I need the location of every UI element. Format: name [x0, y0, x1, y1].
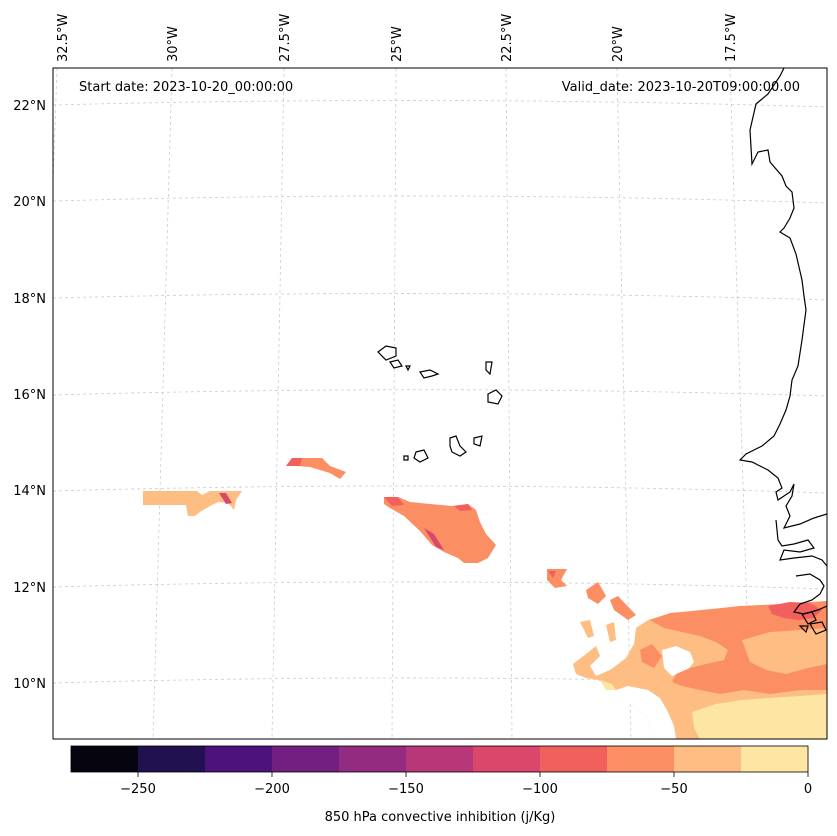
colorbar-tick-label: −150 [388, 782, 424, 797]
colorbar-segment [138, 746, 206, 772]
island-maio [473, 435, 483, 447]
colorbar-segment [674, 746, 742, 772]
island-sal [485, 361, 493, 376]
island-boa-vista [487, 389, 503, 405]
cin-patch-4 [580, 620, 594, 638]
cin-patch-2 [586, 582, 606, 604]
colorbar-segment [473, 746, 541, 772]
meridian-30w [152, 68, 173, 739]
colorbar-segment [741, 746, 809, 772]
lon-label-25w: 25°W [390, 26, 405, 62]
colorbar-ticks [137, 772, 809, 777]
cin-region-mid-north-core [286, 458, 302, 466]
lat-label-18n: 18°N [13, 292, 46, 307]
colorbar: −250 −200 −150 −100 −50 0 850 hPa convec… [70, 745, 812, 825]
island-santo-antao [377, 345, 397, 361]
cin-region-mid-north [286, 458, 346, 479]
cape-verde-islands [377, 345, 503, 463]
lat-label-10n: 10°N [13, 677, 46, 692]
colorbar-tick-label: −100 [522, 782, 558, 797]
meridian-22-5w [505, 68, 513, 739]
parallel-12n [53, 581, 827, 590]
cin-hole-1 [610, 686, 676, 739]
cin-patch-5 [606, 622, 616, 642]
island-santiago [449, 435, 467, 457]
cin-patch-7 [600, 680, 616, 690]
meridian-25w [391, 68, 397, 739]
lon-label-30w: 30°W [166, 26, 181, 62]
lon-label-20w: 20°W [611, 26, 626, 62]
island-santa-luzia [405, 365, 411, 372]
cin-patch-3 [610, 596, 636, 620]
colorbar-tick-label: −250 [120, 782, 156, 797]
cin-field [143, 458, 827, 739]
lat-label-20n: 20°N [13, 195, 46, 210]
colorbar-tick-label: −50 [660, 782, 687, 797]
cin-region-central-edge [384, 497, 404, 506]
lat-label-12n: 12°N [13, 581, 46, 596]
parallel-14n [53, 485, 827, 494]
cin-patch-1-core [548, 571, 556, 578]
lat-label-22n: 22°N [13, 99, 46, 114]
colorbar-segment [540, 746, 608, 772]
meridian-27-5w [271, 68, 285, 739]
coast-africa [738, 68, 827, 529]
meridian-20w [616, 68, 632, 739]
colorbar-segment [71, 746, 139, 772]
parallel-16n [53, 389, 827, 397]
island-sao-vicente [389, 359, 403, 369]
cin-patch-6 [640, 644, 662, 668]
colorbar-segment [205, 746, 273, 772]
cin-region-central-spot [454, 504, 472, 511]
cin-region-west [143, 491, 242, 516]
parallel-22n [53, 100, 827, 108]
lon-labels: 32.5°W 30°W 27.5°W 25°W 22.5°W 20°W 17.5… [56, 14, 739, 62]
lat-label-14n: 14°N [13, 484, 46, 499]
parallel-20n [53, 195, 827, 204]
lat-labels: 22°N 20°N 18°N 16°N 14°N 12°N 10°N [13, 99, 46, 692]
colorbar-segment [339, 746, 407, 772]
coast-africa-gambia [775, 519, 827, 567]
colorbar-tick-label: 0 [804, 782, 812, 797]
lon-label-32-5w: 32.5°W [56, 14, 71, 62]
valid-date-label: Valid_date: 2023-10-20T09:00:00.00 [562, 80, 800, 95]
island-fogo [413, 449, 429, 463]
coast-islands-bijagos [798, 611, 827, 635]
map-frame [52, 67, 828, 740]
colorbar-frame [70, 745, 809, 773]
cin-hole-2 [662, 646, 694, 676]
coastlines [738, 68, 827, 635]
parallel-18n [53, 293, 827, 301]
cin-region-central [384, 497, 496, 563]
meridian-32-5w [53, 68, 58, 186]
cin-region-central-core [424, 528, 444, 550]
colorbar-segment [272, 746, 340, 772]
lon-label-27-5w: 27.5°W [278, 14, 293, 62]
colorbar-tick-label: −200 [254, 782, 290, 797]
lat-label-16n: 16°N [13, 388, 46, 403]
start-date-label: Start date: 2023-10-20_00:00:00 [79, 80, 293, 95]
cin-region-west-core [219, 493, 232, 504]
lon-label-17-5w: 17.5°W [724, 14, 739, 62]
colorbar-title: 850 hPa convective inhibition (j/Kg) [325, 810, 556, 825]
colorbar-segment [607, 746, 675, 772]
parallel-10n [53, 677, 827, 686]
cin-region-southeast-weak [692, 694, 827, 739]
colorbar-segments [71, 746, 809, 772]
island-brava [403, 455, 409, 461]
island-sao-nicolau [419, 369, 440, 379]
colorbar-segment [406, 746, 474, 772]
cin-region-southeast-band [742, 628, 827, 674]
lon-label-22-5w: 22.5°W [500, 14, 515, 62]
